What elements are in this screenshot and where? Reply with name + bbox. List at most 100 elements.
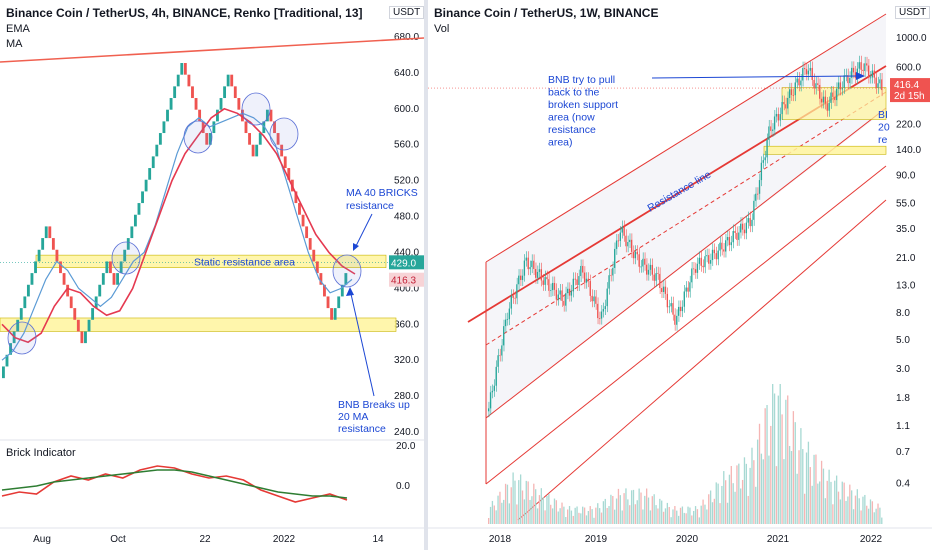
candle-up [725,240,727,252]
current-price-tag-text: 429.0 [391,258,416,269]
left-price-tick: 440.0 [394,247,419,258]
volume-bar [832,504,834,524]
renko-brick-up [208,133,212,145]
renko-brick-up [123,249,127,262]
volume-bar [862,496,864,524]
candle-down [666,293,669,308]
channel-line [517,199,887,521]
candle-up [565,293,567,306]
renko-brick-up [166,109,169,122]
volume-bar [867,508,870,524]
volume-bar [728,474,731,524]
renko-brick-up [84,331,87,344]
renko-brick-down [201,121,205,134]
candle-down [881,79,883,91]
panel-divider[interactable] [424,0,428,550]
candle-up [794,82,796,96]
volume-bar [580,513,582,524]
renko-brick-up [9,343,12,355]
volume-bar [636,500,638,524]
candle-down [546,277,548,280]
volume-bar [657,508,659,524]
candle-down [749,218,751,227]
candle-up [843,75,845,88]
volume-bar [563,506,565,524]
volume-bar [866,505,868,524]
volume-bar [698,517,700,524]
candle-up [745,222,748,234]
volume-bar [495,510,497,524]
volume-bar [574,507,576,524]
candle-up [488,408,490,412]
volume-bar [659,498,661,524]
renko-brick-down [240,109,244,122]
renko-brick-up [98,284,102,297]
left-chart-canvas[interactable]: 680.0 640.0 600.0 560.0 520.0 480.0 440.0 400.0… [0,0,424,550]
volume-bar [749,467,751,524]
volume-bar [798,450,800,524]
volume-bar [489,506,492,524]
candle-up [525,257,527,261]
candle-up [602,309,605,312]
ema-line [1,112,353,361]
right-chart-canvas[interactable]: 1600.01000.0600.0360.0220.0140.090.055.0… [428,0,932,550]
volume-label[interactable]: Vol [434,23,450,35]
volume-bar [787,395,789,524]
volume-bar [858,498,860,524]
volume-bar [824,498,827,524]
left-time-tick: Oct [110,534,126,545]
candle-up [608,275,610,289]
volume-bar [542,497,544,524]
volume-bar [593,517,595,524]
volume-bar [621,510,623,524]
renko-brick-up [173,86,177,99]
volume-bar [736,465,738,524]
indicator-ma-label[interactable]: MA [6,38,23,50]
volume-bar [717,483,719,524]
volume-bar [525,480,527,524]
pullback-arrowhead [856,72,865,80]
right-time-tick: 2018 [489,534,512,545]
right-price-tick: 8.0 [896,308,910,319]
candle-down [657,273,659,274]
volume-bar [758,423,761,524]
candle-up [704,256,706,268]
candle-down [540,269,542,281]
renko-brick-up [340,284,344,297]
candle-up [570,291,573,296]
renko-brick-up [176,74,180,87]
volume-bar [662,511,665,524]
left-chart-panel[interactable]: 680.0 640.0 600.0 560.0 520.0 480.0 440.0 400.0… [0,0,425,550]
candle-up [495,366,497,386]
candle-up [508,308,511,320]
candle-up [871,70,874,78]
candle-down [519,275,522,280]
left-price-tick: 360.0 [394,319,419,330]
volume-bar [585,515,588,524]
renko-brick-down [230,74,234,87]
brick-indicator-green-line [1,469,348,499]
left-currency-label: USDT [389,6,425,19]
volume-bar [535,489,537,524]
indicator-ema-label[interactable]: EMA [6,23,30,35]
volume-bar [488,518,490,524]
right-price-tag-text: 416.4 [894,80,919,91]
channel-midline [485,91,887,346]
bnb-annotation-line2: 20 MA [338,411,368,423]
candle-up [504,319,507,327]
candle-up [849,77,851,84]
volume-bar [638,488,640,524]
volume-bar [591,509,593,524]
volume-bar [597,503,599,524]
left-price-tick: 560.0 [394,140,419,151]
candle-up [796,78,798,83]
right-chart-panel[interactable]: 1600.01000.0600.0360.0220.0140.090.055.0… [428,0,932,550]
candle-up [835,88,838,101]
right-price-tick: 90.0 [896,170,916,181]
volume-bar [646,488,648,524]
candle-up [668,306,670,308]
candle-up [544,277,546,285]
renko-brick-down [283,156,287,169]
candle-down [674,314,676,325]
candle-up [677,306,680,316]
